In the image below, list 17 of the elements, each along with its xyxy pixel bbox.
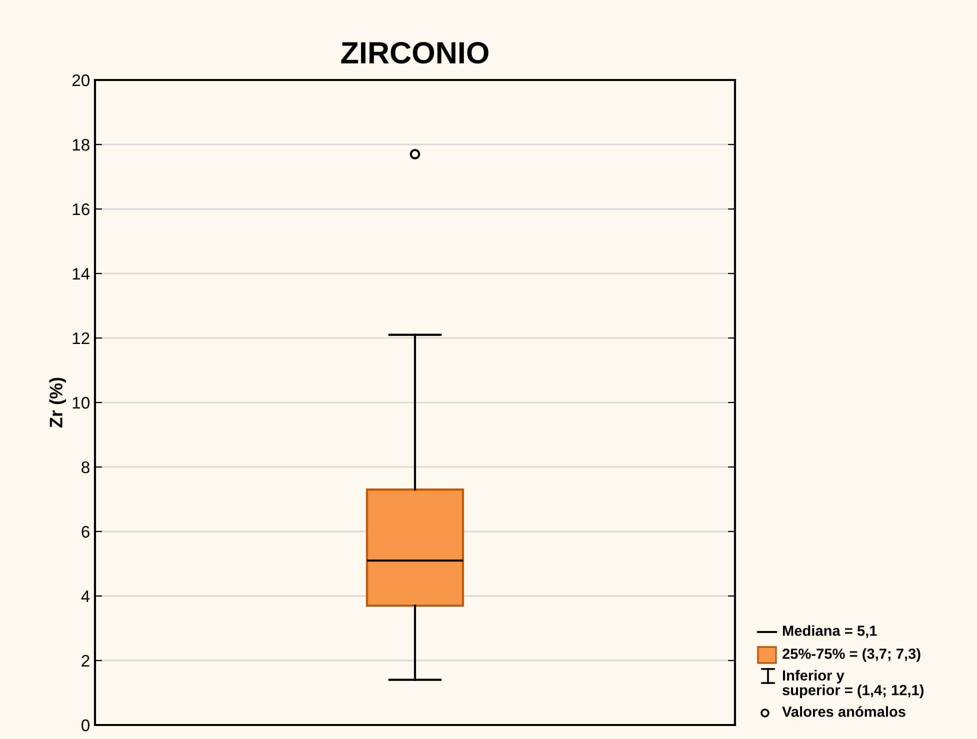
y-tick-label: 6 bbox=[82, 526, 90, 538]
y-tick-label: 20 bbox=[72, 74, 90, 86]
y-tick-label: 16 bbox=[72, 203, 90, 216]
chart-title: ZIRCONIO bbox=[341, 42, 488, 64]
text: Inferior y superior = (1,4; 12,1) bbox=[782, 670, 924, 698]
text: Mediana = 5,1 bbox=[782, 625, 877, 638]
text: Valores anómalos bbox=[782, 706, 906, 717]
text: 25%-75% = (3,7; 7,3) bbox=[782, 648, 920, 662]
y-tick-label: 4 bbox=[81, 590, 90, 602]
y-tick-label: 14 bbox=[72, 268, 90, 280]
y-axis-title: Zr (%) bbox=[49, 378, 66, 428]
y-tick-label: 12 bbox=[72, 332, 90, 344]
y-tick-label: 18 bbox=[72, 138, 90, 151]
y-tick-label: 0 bbox=[82, 719, 90, 732]
y-tick-label: 8 bbox=[82, 461, 90, 474]
y-tick-label: 10 bbox=[72, 396, 90, 409]
y-tick-label: 2 bbox=[82, 654, 90, 667]
